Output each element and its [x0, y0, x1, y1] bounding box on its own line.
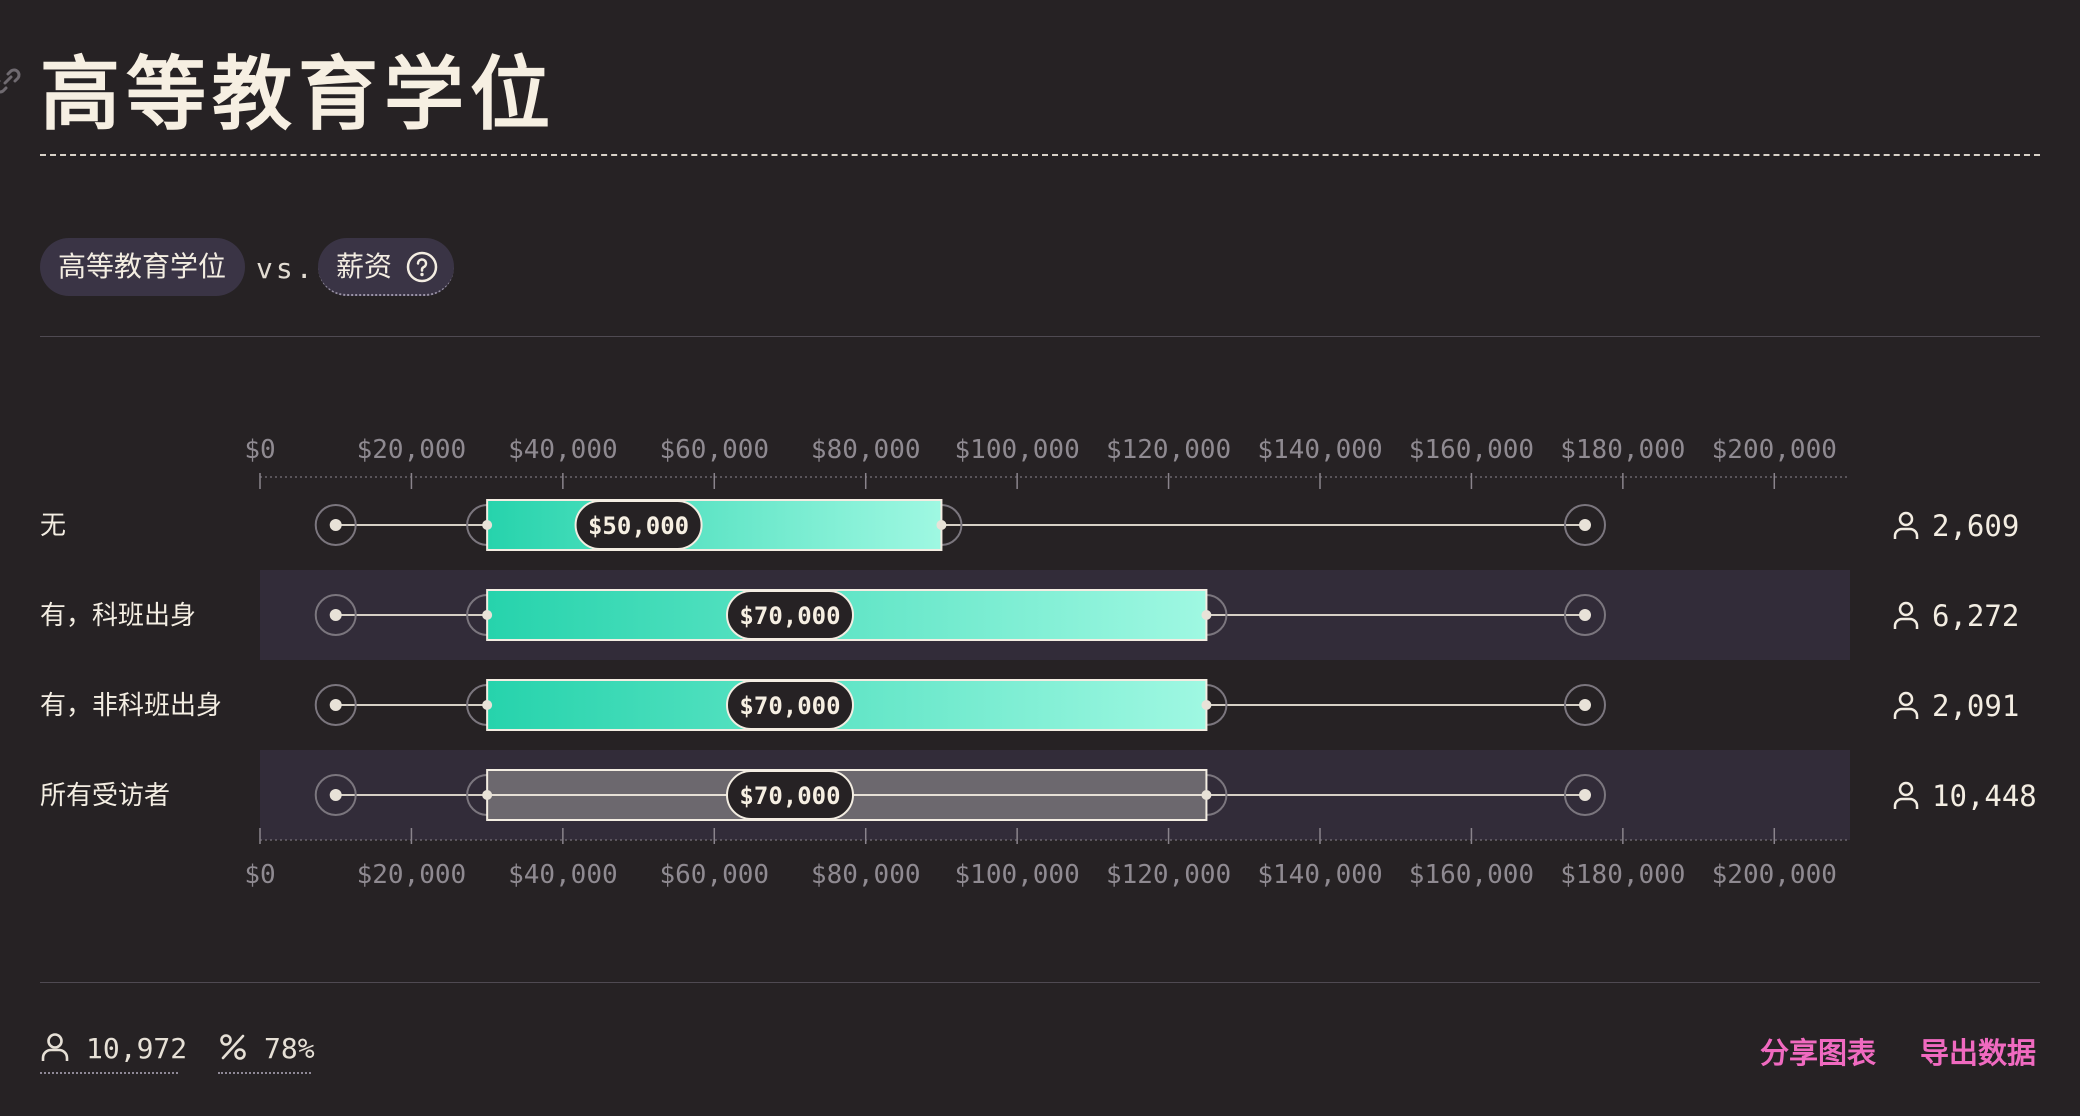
x-tick-label-bottom: $180,000 — [1560, 860, 1685, 890]
whisker-end-ring — [1564, 504, 1606, 546]
quartile-dot — [482, 700, 493, 710]
x-tick-label-top: $80,000 — [811, 435, 921, 465]
response-rate-stat[interactable]: 78% — [218, 1028, 315, 1074]
export-data-button[interactable]: 导出数据 — [1920, 1036, 2037, 1070]
respondent-count: 2,091 — [1932, 689, 2019, 723]
section-divider — [40, 336, 2040, 337]
whisker-end-ring — [314, 774, 357, 816]
x-tick-label-bottom: $160,000 — [1409, 860, 1534, 890]
person-icon — [1893, 691, 1919, 719]
x-tick-label-top: $40,000 — [508, 435, 618, 465]
quartile-dot — [936, 520, 947, 530]
x-tick-label-bottom: $200,000 — [1712, 860, 1837, 890]
vs-label: vs. — [256, 252, 316, 285]
whisker-end-dot — [1579, 789, 1591, 801]
link-icon[interactable] — [0, 66, 22, 96]
person-icon — [1893, 511, 1919, 539]
x-tick-label-bottom: $140,000 — [1257, 860, 1382, 890]
x-tick-label-bottom: $20,000 — [357, 860, 467, 890]
response-rate-value: 78% — [264, 1032, 315, 1065]
whisker-end-ring — [314, 594, 357, 636]
x-tick-label-bottom: $120,000 — [1106, 860, 1231, 890]
x-tick-label-bottom: $100,000 — [955, 860, 1080, 890]
median-value-label: $70,000 — [739, 692, 840, 720]
x-tick-label-top: $120,000 — [1106, 435, 1231, 465]
x-tick-label-bottom: $60,000 — [659, 860, 769, 890]
share-chart-button[interactable]: 分享图表 — [1760, 1036, 1877, 1070]
row-label: 有，非科班出身 — [40, 691, 222, 721]
x-tick-label-bottom: $80,000 — [811, 860, 921, 890]
x-tick-label-top: $100,000 — [955, 435, 1080, 465]
whisker-end-ring — [1564, 684, 1606, 726]
footer-divider — [40, 982, 2040, 983]
salary-boxplot-chart: $0 $0 $20,000 $20,000 $40,000 $40,000 $60,000 $… — [40, 435, 2037, 890]
secondary-filter-label: 薪资 — [336, 250, 393, 283]
quartile-dot — [1201, 610, 1212, 620]
median-badge — [574, 500, 703, 550]
x-tick-label-top: $60,000 — [659, 435, 769, 465]
person-icon — [1893, 601, 1919, 629]
page-title: 高等教育学位 — [40, 48, 556, 141]
whisker-end-dot — [1579, 519, 1591, 531]
whisker-end-dot — [329, 609, 342, 621]
median-value-label: $70,000 — [739, 782, 840, 810]
x-tick-label-bottom: $0 — [244, 860, 275, 890]
whisker-end-ring — [314, 504, 357, 546]
x-tick-label-top: $20,000 — [357, 435, 467, 465]
row-label: 有，科班出身 — [40, 601, 196, 631]
whisker-end-dot — [1579, 609, 1591, 621]
help-icon[interactable] — [406, 251, 438, 283]
median-value-label: $50,000 — [588, 512, 689, 540]
whisker-end-ring — [1564, 774, 1606, 816]
x-tick-label-top: $0 — [244, 435, 275, 465]
person-icon — [41, 1033, 69, 1061]
title-divider — [40, 154, 2040, 156]
iqr-box — [486, 499, 943, 551]
whisker-end-dot — [1579, 699, 1591, 711]
x-tick-label-bottom: $40,000 — [508, 860, 618, 890]
whisker-end-ring — [314, 684, 357, 726]
median-value-label: $70,000 — [739, 602, 840, 630]
x-tick-label-top: $200,000 — [1712, 435, 1837, 465]
secondary-filter-pill[interactable]: 薪资 — [318, 238, 454, 296]
row-label: 所有受访者 — [40, 781, 170, 811]
x-tick-label-top: $160,000 — [1409, 435, 1534, 465]
whisker-end-dot — [329, 789, 342, 801]
row-label: 无 — [40, 511, 66, 541]
percent-icon — [220, 1034, 246, 1060]
quartile-dot — [482, 790, 493, 800]
primary-filter-pill[interactable]: 高等教育学位 — [40, 238, 245, 296]
median-badge — [726, 770, 854, 820]
person-icon — [1893, 781, 1919, 809]
x-tick-label-top: $140,000 — [1257, 435, 1382, 465]
whisker-end-dot — [329, 699, 342, 711]
quartile-dot — [1201, 790, 1212, 800]
respondent-count: 6,272 — [1932, 599, 2019, 633]
whisker-end-ring — [1564, 594, 1606, 636]
respondent-count: 2,609 — [1932, 509, 2019, 543]
respondent-count: 10,448 — [1932, 779, 2037, 813]
total-respondents-value: 10,972 — [86, 1032, 188, 1065]
x-tick-label-top: $180,000 — [1560, 435, 1685, 465]
quartile-dot — [482, 520, 493, 530]
median-badge — [726, 680, 854, 730]
median-badge — [726, 590, 854, 640]
quartile-dot — [482, 610, 493, 620]
total-respondents-stat[interactable]: 10,972 — [40, 1028, 187, 1074]
whisker-end-dot — [329, 519, 342, 531]
quartile-dot — [1201, 700, 1212, 710]
